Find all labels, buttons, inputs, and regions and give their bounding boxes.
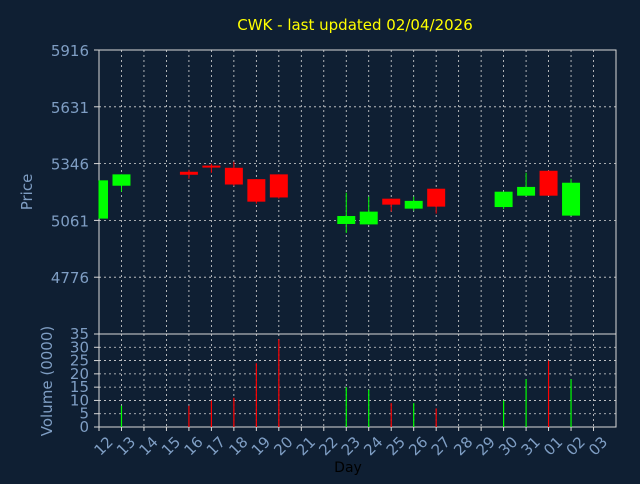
candle-23 [337, 192, 356, 233]
volume-y-tick-label: 15 [70, 378, 89, 396]
price-plot-frame [98, 49, 617, 335]
candle-body [562, 182, 581, 216]
candle-body [359, 211, 378, 225]
candle-31 [517, 172, 536, 196]
candle-19 [247, 179, 266, 204]
candles [98, 161, 581, 233]
volume-y-tick-label: 35 [70, 325, 89, 343]
candle-body [494, 191, 513, 208]
volume-y-tick-label: 20 [70, 365, 89, 383]
x-axis-ticks: 1213141516171819202122232425262728293031… [91, 427, 611, 459]
price-y-tick-label: 5061 [51, 212, 89, 230]
candle-16 [179, 169, 198, 179]
price-y-tick-label: 5631 [51, 99, 89, 117]
candle-01 [539, 170, 558, 196]
candle-body [112, 174, 131, 186]
candle-body [427, 188, 446, 207]
candle-body [224, 167, 243, 185]
candle-body [179, 171, 198, 175]
candle-13 [112, 174, 131, 192]
volume-y-tick-label: 0 [79, 418, 89, 436]
price-y-tick-label: 4776 [51, 269, 89, 287]
candle-body [202, 165, 221, 168]
volume-axis-label: Volume (0000) [38, 326, 56, 436]
candle-18 [224, 161, 243, 186]
volume-y-tick-label: 30 [70, 338, 89, 356]
x-tick-label: 03 [585, 433, 611, 459]
volume-plot-frame [98, 333, 617, 428]
volume-bars [120, 339, 572, 427]
candle-17 [202, 163, 221, 173]
candle-body [269, 174, 288, 198]
price-axis-label: Price [18, 174, 36, 211]
volume-y-tick-label: 5 [79, 405, 89, 423]
volume-y-tick-label: 25 [70, 352, 89, 370]
price-y-tick-label: 5346 [51, 156, 89, 174]
candle-body [382, 198, 401, 205]
candle-body [539, 170, 558, 196]
candle-30 [494, 191, 513, 210]
candle-02 [562, 178, 581, 216]
candle-body [404, 200, 423, 209]
candle-26 [404, 196, 423, 211]
x-axis-label: Day [334, 460, 362, 476]
price-panel: 5916 5631 5346 5061 4776 Price [18, 42, 617, 335]
candle-24 [359, 196, 378, 225]
price-y-tick-label: 5916 [51, 42, 89, 60]
candle-body [247, 179, 266, 202]
price-y-ticks: 5916 5631 5346 5061 4776 [51, 42, 99, 287]
candle-body [517, 186, 536, 196]
volume-grid [99, 334, 616, 427]
candle-20 [269, 174, 288, 199]
candle-12 [98, 180, 108, 219]
chart-title: CWK - last updated 02/04/2026 [237, 16, 473, 34]
volume-y-tick-label: 10 [70, 391, 89, 409]
price-grid [99, 49, 616, 334]
candle-25 [382, 198, 401, 212]
candle-body [99, 180, 108, 219]
candle-27 [427, 188, 446, 214]
candle-body [337, 216, 356, 224]
